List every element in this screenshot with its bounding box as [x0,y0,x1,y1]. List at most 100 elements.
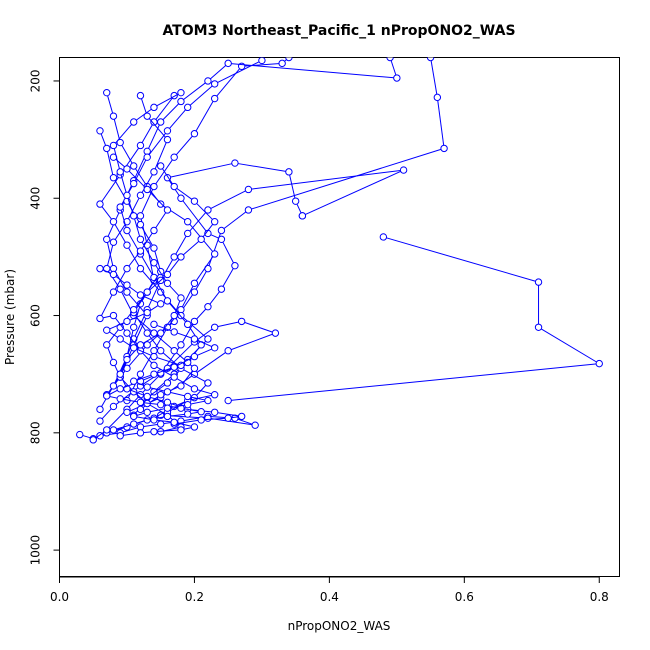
data-point [190,352,199,361]
series-segment [112,145,121,172]
series-segment [133,106,155,123]
data-point [595,359,603,368]
series-segment [167,300,189,325]
data-point [183,400,192,409]
series-segment [140,171,155,196]
series-segment [146,189,168,211]
series-segment [153,209,168,231]
data-point [116,138,124,147]
data-point [143,329,151,337]
series-6 [103,57,448,399]
data-point [150,182,158,191]
series-segment [140,186,155,217]
series-segment [160,101,182,123]
x-tick-label: 0.4 [320,590,339,604]
data-point [197,416,205,424]
series-segment [180,238,202,258]
series-segment [153,356,182,366]
data-point [170,153,178,161]
data-point [143,112,151,120]
data-point [217,285,226,293]
data-point [150,168,158,176]
series-segment [112,116,121,143]
series-segment [180,80,209,102]
data-point [116,395,124,403]
series-segment [113,221,128,243]
data-point [109,238,118,246]
data-point [426,57,435,62]
data-point [183,410,192,418]
data-point [210,323,219,331]
series-segment [228,363,600,402]
x-tick-label: 0.0 [50,590,69,604]
data-point [224,414,232,422]
series-segment [201,417,229,421]
data-point [150,273,158,282]
series-segment [228,332,276,352]
series-segment [146,271,162,293]
data-point [285,168,293,176]
series-segment [234,162,289,173]
data-point [298,212,307,220]
data-point [103,341,111,349]
data-point [136,291,145,299]
data-point [150,361,158,370]
data-point [157,329,165,337]
series-segment [146,130,168,158]
data-point [157,200,165,208]
data-point [150,118,158,126]
data-point [116,432,124,440]
data-point [96,264,104,273]
series-segment [214,411,242,417]
series-segment [173,186,195,202]
data-point [103,88,111,97]
data-point [190,364,199,373]
data-point [157,391,165,399]
series-segment [126,244,141,269]
series-7 [109,57,293,390]
data-point [136,220,145,229]
series-segment [153,139,168,173]
data-point [143,185,151,194]
data-point [123,241,131,249]
series-segment [248,169,404,190]
data-point [170,328,178,336]
series-segment [106,148,114,178]
series-segment [119,142,135,167]
series-segment [214,65,243,99]
data-point [224,59,232,68]
series-segment [126,168,148,190]
series-segment [214,59,263,85]
data-point [96,314,104,323]
data-point [177,88,185,97]
data-point [271,329,280,337]
series-15 [96,153,219,416]
data-point [136,398,145,407]
series-segment [248,147,445,211]
series-segment [207,189,249,211]
data-point [177,253,185,261]
series-segment [430,57,438,98]
data-point [183,229,192,238]
series-segment [140,332,161,346]
data-point [204,396,212,405]
series-segment [153,92,182,108]
data-point [109,402,118,411]
data-point [109,426,118,434]
data-point [136,341,145,349]
y-tick-label: 600 [29,304,43,327]
data-point [190,279,199,287]
data-point [278,59,286,68]
series-11 [103,91,199,414]
series-segment [153,277,168,302]
series-segment [173,376,195,390]
data-point [136,264,145,273]
data-point [136,212,145,220]
data-point [130,305,138,314]
data-point [210,80,219,88]
data-point [177,97,185,106]
series-segment [436,97,445,149]
data-point [197,235,205,243]
data-point [143,408,151,416]
series-segment [302,169,404,217]
